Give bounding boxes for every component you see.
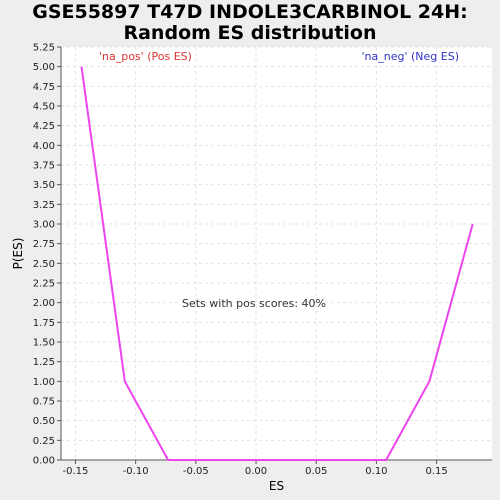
y-tick-label: 5.00 (33, 62, 55, 73)
series-layer (80, 66, 474, 461)
grid-lines (61, 46, 492, 461)
y-tick-label: 4.75 (33, 82, 55, 93)
y-tick-label: 2.25 (33, 279, 55, 290)
series-line (80, 66, 474, 461)
y-tick-label: 0.00 (33, 456, 55, 467)
y-tick-label: 0.25 (33, 436, 55, 447)
y-tick-label: 5.25 (33, 43, 55, 54)
y-tick-label: 3.00 (33, 220, 55, 231)
x-tick-label: 0.00 (245, 466, 267, 477)
x-tick-label: -0.05 (183, 466, 209, 477)
y-tick-label: 0.50 (33, 416, 55, 427)
y-tick-label: 1.50 (33, 338, 55, 349)
chart-title: GSE55897 T47D INDOLE3CARBINOL 24H: Rando… (0, 2, 500, 44)
legend-neg-label: 'na_neg' (Neg ES) (362, 50, 459, 63)
x-tick-label: -0.15 (63, 466, 89, 477)
x-tick-label: -0.10 (123, 466, 149, 477)
y-tick-label: 2.50 (33, 259, 55, 270)
y-tick-label: 2.75 (33, 239, 55, 250)
y-tick-label: 1.25 (33, 357, 55, 368)
y-tick-label: 3.50 (33, 180, 55, 191)
x-axis-label: ES (269, 479, 284, 493)
y-axis-ticks: 0.00 0.25 0.50 0.75 1.00 1.25 1.50 1.75 2.00 2.25… (33, 43, 61, 467)
x-tick-label: 0.05 (305, 466, 327, 477)
x-axis-ticks: -0.15 -0.10 -0.05 0.00 0.05 0.10 0.15 (63, 460, 448, 477)
plot-area (61, 47, 492, 460)
y-tick-label: 1.75 (33, 318, 55, 329)
y-tick-label: 4.50 (33, 102, 55, 113)
y-tick-label: 0.75 (33, 397, 55, 408)
y-tick-label: 3.25 (33, 200, 55, 211)
y-tick-label: 1.00 (33, 377, 55, 388)
x-tick-label: 0.10 (365, 466, 387, 477)
y-tick-label: 4.00 (33, 141, 55, 152)
pos-scores-annotation: Sets with pos scores: 40% (182, 297, 326, 310)
y-tick-label: 4.25 (33, 121, 55, 132)
chart-title-line-2: Random ES distribution (123, 22, 377, 44)
chart-title-line-1: GSE55897 T47D INDOLE3CARBINOL 24H: (32, 1, 468, 23)
legend-pos-label: 'na_pos' (Pos ES) (99, 50, 192, 63)
y-tick-label: 2.00 (33, 298, 55, 309)
y-tick-label: 3.75 (33, 161, 55, 172)
x-tick-label: 0.15 (425, 466, 447, 477)
y-axis-label: P(ES) (11, 238, 25, 270)
